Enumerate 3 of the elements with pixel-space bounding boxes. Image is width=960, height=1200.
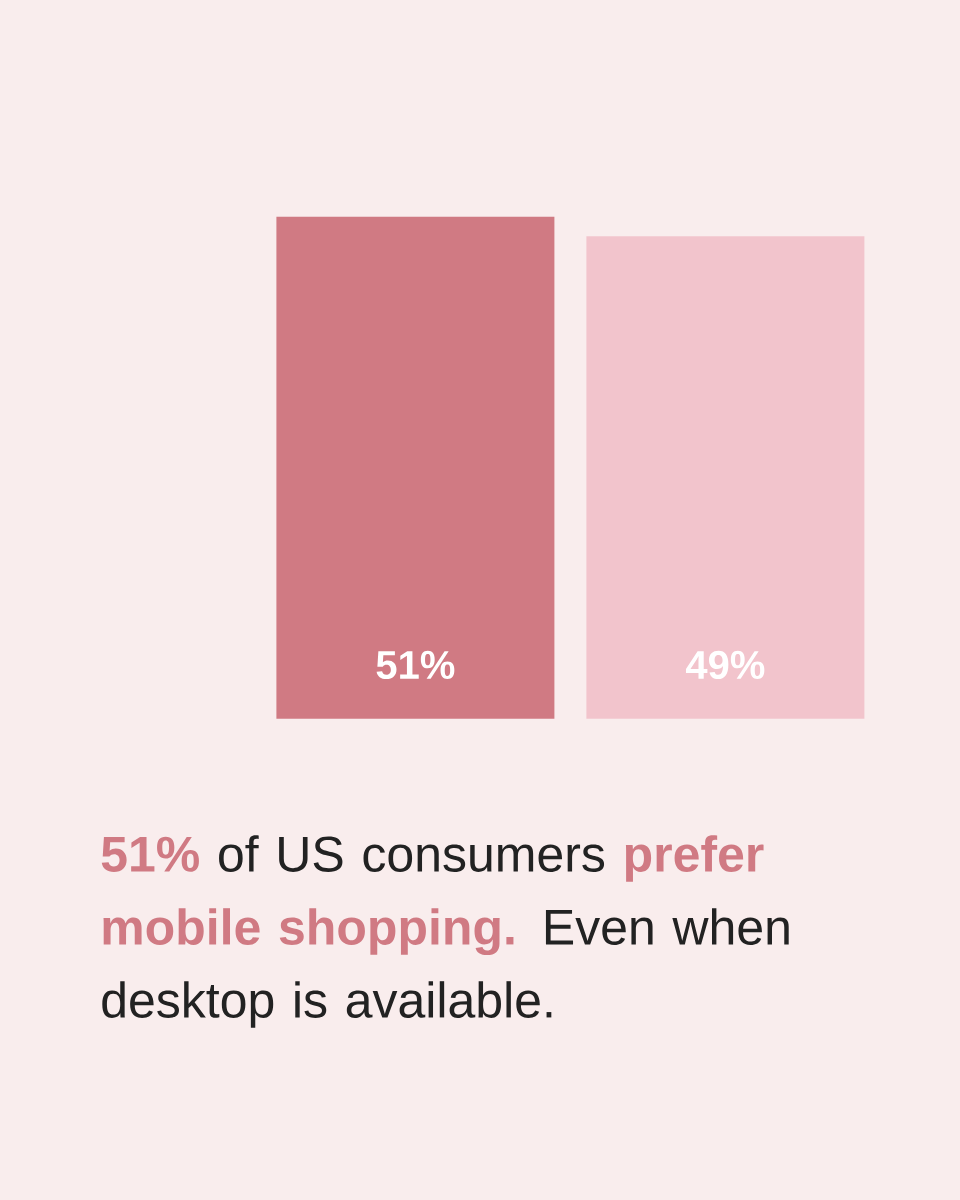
- text: 51% of US consumers prefer mobile shopping. Even when desktop is available.: [101, 835, 789, 1028]
- data-label: 49%: [685, 650, 765, 680]
- data-label: 51%: [376, 650, 455, 680]
